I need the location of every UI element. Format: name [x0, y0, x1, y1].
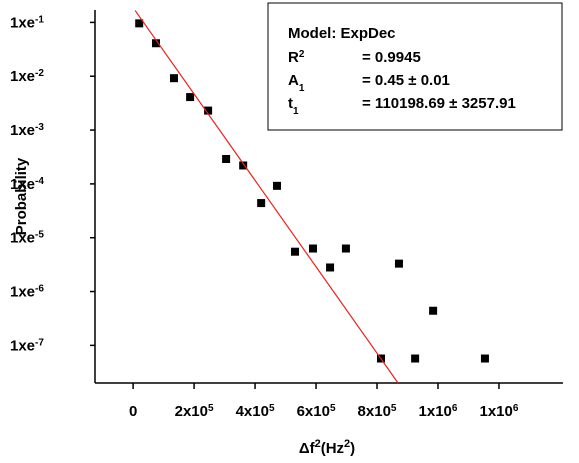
y-tick-label-exponent: -4: [35, 175, 44, 186]
data-point: [204, 106, 213, 115]
x-tick-label-base: 1x10: [480, 403, 513, 420]
x-tick-label: 0: [129, 403, 137, 420]
x-tick-label-base: 6x10: [297, 403, 330, 420]
y-tick-label: 1xe-4: [10, 175, 44, 193]
data-point: [341, 244, 350, 253]
y-tick-label-exponent: -1: [35, 14, 44, 25]
x-tick-label: 6x105: [297, 403, 336, 421]
x-tick-label: 4x105: [236, 403, 275, 421]
annotation-sub: 1: [299, 83, 305, 94]
y-tick-label: 1xe-7: [10, 337, 44, 355]
annotation-value: = 110198.69 ± 3257.91: [362, 95, 516, 112]
y-tick-label-base: 1xe: [10, 230, 35, 247]
annotation-name: t1: [288, 95, 299, 117]
data-point: [151, 39, 160, 48]
annotation-symbol: R: [288, 49, 299, 66]
x-tick-label-base: 8x10: [358, 403, 391, 420]
x-tick-label-exponent: 5: [330, 403, 336, 414]
data-point: [291, 247, 300, 256]
annotation-sup: 2: [299, 49, 305, 60]
y-tick-label: 1xe-3: [10, 122, 44, 140]
data-point: [429, 306, 438, 315]
x-tick-label: 1x106: [480, 403, 519, 421]
y-tick-label-base: 1xe: [10, 284, 35, 301]
y-tick-label-base: 1xe: [10, 176, 35, 193]
x-tick-label: 1x106: [419, 403, 458, 421]
data-point: [257, 199, 266, 208]
annotation-model: Model: ExpDec: [288, 25, 396, 42]
data-point: [394, 259, 403, 268]
x-tick-label-exponent: 5: [269, 403, 275, 414]
data-point: [239, 161, 248, 170]
y-tick-label-exponent: -6: [35, 283, 44, 294]
data-point: [135, 19, 144, 28]
y-tick-label: 1xe-1: [10, 14, 44, 32]
data-point: [326, 263, 335, 272]
annotation-value: = 0.9945: [362, 49, 421, 66]
y-tick-label-base: 1xe: [10, 122, 35, 139]
annotation-symbol: t: [288, 95, 293, 112]
x-axis-label-part: ): [350, 440, 355, 457]
annotation-symbol: A: [288, 72, 299, 89]
x-tick-label-exponent: 6: [513, 403, 519, 414]
x-axis-label-part: (Hz: [321, 440, 344, 457]
x-tick-label: 8x105: [358, 403, 397, 421]
data-point: [411, 354, 420, 363]
x-tick-label-base: 1x10: [419, 403, 452, 420]
data-point: [186, 93, 195, 102]
annotation-name: A1: [288, 72, 305, 94]
x-axis-label-sup: 2: [344, 438, 350, 450]
y-tick-label-exponent: -3: [35, 122, 44, 133]
x-tick-label-exponent: 5: [391, 403, 397, 414]
y-tick-label-exponent: -7: [35, 337, 44, 348]
data-point: [169, 74, 178, 83]
y-tick-label-base: 1xe: [10, 14, 35, 31]
data-point: [480, 354, 489, 363]
x-tick-label: 2x105: [175, 403, 214, 421]
x-axis-label: Δf2(Hz2): [299, 438, 355, 457]
y-tick-label-exponent: -2: [35, 68, 44, 79]
fit-line: [134, 10, 399, 384]
x-tick-label-base: 4x10: [236, 403, 269, 420]
annotation-value: = 0.45 ± 0.01: [362, 72, 450, 89]
annotation-sub: 1: [293, 106, 299, 117]
annotation-box: [267, 2, 563, 131]
y-axis-label: Probability: [13, 157, 30, 235]
y-tick-label-exponent: -5: [35, 229, 44, 240]
x-axis-label-part: Δf: [299, 440, 316, 457]
y-tick-label: 1xe-2: [10, 68, 44, 86]
y-tick-label-base: 1xe: [10, 337, 35, 354]
y-tick-label: 1xe-6: [10, 283, 44, 301]
x-tick-label-exponent: 6: [452, 403, 458, 414]
y-tick-label: 1xe-5: [10, 229, 44, 247]
data-point: [308, 244, 317, 253]
y-tick-label-base: 1xe: [10, 68, 35, 85]
x-tick-label-base: 2x10: [175, 403, 208, 420]
data-point: [273, 181, 282, 190]
annotation-name: R2: [288, 49, 305, 67]
x-axis-label-sup: 2: [315, 438, 321, 450]
x-tick-label-exponent: 5: [208, 403, 214, 414]
data-point: [222, 154, 231, 163]
